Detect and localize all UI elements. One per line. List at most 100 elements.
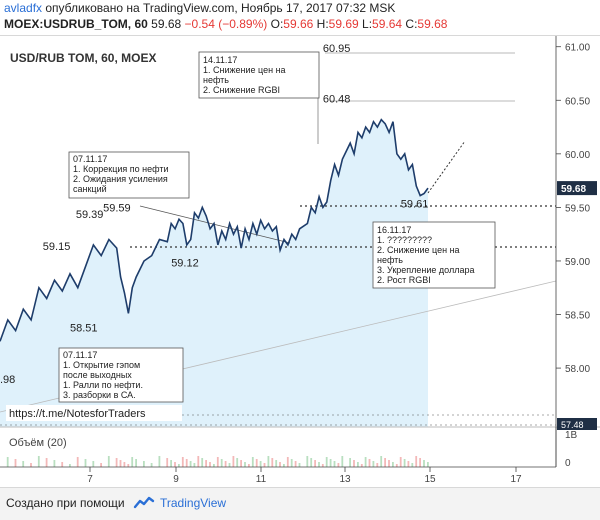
annotation-07-11-b-line-2: после выходных	[63, 370, 132, 380]
volume-bar	[232, 456, 235, 467]
volume-axis-1b: 1B	[565, 430, 578, 441]
price-chart[interactable]: USD/RUB TOM, 60, MOEX 60.9560.4859.5959.…	[0, 36, 600, 487]
chart-title: USD/RUB TOM, 60, MOEX	[10, 51, 156, 65]
volume-bar	[392, 462, 394, 467]
volume-bar	[325, 457, 328, 467]
volume-bar	[259, 461, 262, 467]
author-link[interactable]: avladfx	[4, 1, 43, 15]
last-price-badge-text: 59.68	[561, 184, 586, 195]
volume-bar	[174, 462, 176, 467]
volume-label: Объём (20)	[9, 437, 67, 449]
x-tick-label: 15	[424, 474, 436, 485]
volume-bar	[6, 457, 9, 467]
volume-bar	[395, 464, 398, 467]
volume-bar	[100, 463, 102, 467]
y-tick-label: 61.00	[565, 43, 590, 54]
volume-bar	[353, 460, 355, 467]
volume-bar	[263, 463, 266, 467]
x-tick-label: 9	[173, 474, 179, 485]
volume-bar	[349, 458, 351, 467]
h-label: H:	[316, 17, 329, 31]
l-label: L:	[362, 17, 373, 31]
volume-bar	[427, 462, 429, 467]
annotation-16-11-line-1: 1. ?????????	[377, 235, 432, 245]
header-divider	[0, 35, 600, 36]
volume-bar	[143, 461, 145, 467]
price-point-label: 59.59	[103, 203, 131, 215]
annotation-07-11-b-line-4: 3. разборки в СА.	[63, 390, 136, 400]
volume-bar	[185, 459, 188, 467]
volume-bar	[283, 464, 285, 467]
price-point-label: 60.48	[323, 93, 351, 105]
c-label: C:	[405, 17, 418, 31]
volume-axis-0: 0	[565, 458, 571, 469]
annotation-14-11-line-2: нефть	[203, 75, 229, 85]
annotation-16-11-line-0: 16.11.17	[377, 225, 411, 235]
volume-bar	[294, 461, 297, 467]
volume-bar	[376, 463, 379, 467]
volume-bar	[119, 460, 122, 467]
volume-bar	[399, 457, 402, 467]
volume-bar	[189, 461, 192, 467]
footer-brand-link[interactable]: TradingView	[160, 496, 227, 510]
volume-bar	[337, 463, 340, 467]
publish-line: avladfx опубликовано на TradingView.com,…	[4, 1, 600, 15]
last-price: 59.68	[151, 17, 182, 31]
price-point-label: 59.39	[76, 209, 104, 221]
x-tick-label: 13	[339, 474, 351, 485]
volume-bar	[166, 458, 169, 467]
volume-bar	[403, 459, 406, 467]
volume-bar	[181, 457, 184, 467]
volume-bar	[92, 461, 95, 467]
annotation-07-11-a-line-1: 1. Коррекция по нефти	[73, 164, 168, 174]
volume-bar	[419, 458, 421, 467]
annotation-07-11-a-line-3: санкций	[73, 184, 107, 194]
volume-bar	[22, 461, 25, 467]
annotation-16-11[interactable]: 16.11.17 1. ????????? 2. Снижение цен на…	[372, 221, 496, 289]
volume-bars	[6, 456, 429, 467]
volume-bar	[205, 460, 207, 467]
price-line	[0, 118, 429, 342]
telegram-link[interactable]: https://t.me/NotesforTraders	[9, 408, 146, 420]
price-point-label: 59.61	[401, 198, 429, 210]
c-value: 59.68	[417, 17, 448, 31]
volume-bar	[333, 461, 336, 467]
volume-bar	[310, 458, 313, 467]
y-tick-label: 59.50	[565, 203, 590, 214]
volume-bar	[193, 463, 196, 467]
h-value: 59.69	[328, 17, 359, 31]
symbol-name: MOEX:USDRUB_TOM, 60	[4, 17, 148, 31]
price-point-label: 60.95	[323, 43, 351, 55]
volume-bar	[170, 460, 172, 467]
volume-bar	[286, 457, 289, 467]
o-label: O:	[270, 17, 284, 31]
volume-bar	[228, 463, 231, 467]
volume-bar	[220, 459, 223, 467]
annotation-07-11-a-line-0: 07.11.17	[73, 154, 107, 164]
volume-bar	[329, 459, 332, 467]
volume-bar	[135, 459, 137, 467]
volume-bar	[306, 456, 309, 467]
annotation-16-11-line-3: нефть	[377, 255, 403, 265]
volume-bar	[290, 459, 293, 467]
volume-bar	[318, 462, 320, 467]
price-line-group	[0, 118, 429, 342]
volume-bar	[384, 458, 386, 467]
price-point-label: .98	[0, 374, 15, 386]
low-price-badge-text: 57.48	[561, 420, 584, 430]
y-tick-label: 58.50	[565, 311, 590, 322]
o-value: 59.66	[283, 17, 314, 31]
x-tick-label: 7	[87, 474, 93, 485]
volume-bar	[37, 456, 40, 467]
annotation-14-11[interactable]: 14.11.17 1. Снижение цен на нефть 2. Сни…	[198, 51, 320, 99]
volume-bar	[127, 464, 130, 467]
annotation-07-11-b[interactable]: 07.11.17 1. Открытие гэпом после выходны…	[58, 347, 184, 403]
l-value: 59.64	[372, 17, 403, 31]
volume-bar	[357, 462, 359, 467]
annotation-16-11-line-5: 2. Рост RGBI	[377, 275, 431, 285]
annotation-07-11-a[interactable]: 07.11.17 1. Коррекция по нефти 2. Ожидан…	[68, 151, 190, 199]
volume-bar	[158, 456, 161, 467]
footer: Создано при помощи TradingView	[0, 487, 600, 520]
y-tick-label: 59.00	[565, 257, 590, 268]
